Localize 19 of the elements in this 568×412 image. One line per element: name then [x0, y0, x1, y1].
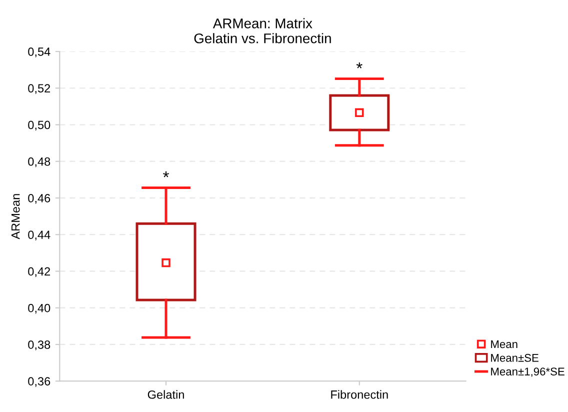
annotation: *	[163, 171, 169, 178]
y-axis-title: ARMean	[12, 194, 20, 240]
chart-title: ARMean: Matrix Gelatin vs. Fibronectin	[194, 18, 331, 44]
y-tick-label: 0,50	[28, 120, 50, 131]
y-tick-label: 0,48	[28, 157, 50, 168]
y-tick-label: 0,44	[28, 230, 50, 240]
legend-label: Mean±SE	[491, 354, 538, 362]
text: Mean	[491, 340, 518, 348]
y-tick-label: 0,38	[28, 340, 50, 350]
x-tick-label: Gelatin	[148, 390, 184, 399]
y-tick-label: 0,54	[28, 48, 50, 58]
y-tick-label: 0,52	[28, 84, 50, 94]
y-tick-label: 0,42	[28, 267, 50, 278]
y-tick-label: 0,46	[28, 194, 50, 204]
y-tick-label: 0,40	[28, 304, 50, 314]
text: Mean±1,96*SE	[491, 368, 564, 377]
x-tick-label: Fibronectin	[331, 390, 388, 399]
annotation: *	[356, 62, 362, 68]
y-tick-label: 0,36	[28, 377, 50, 387]
